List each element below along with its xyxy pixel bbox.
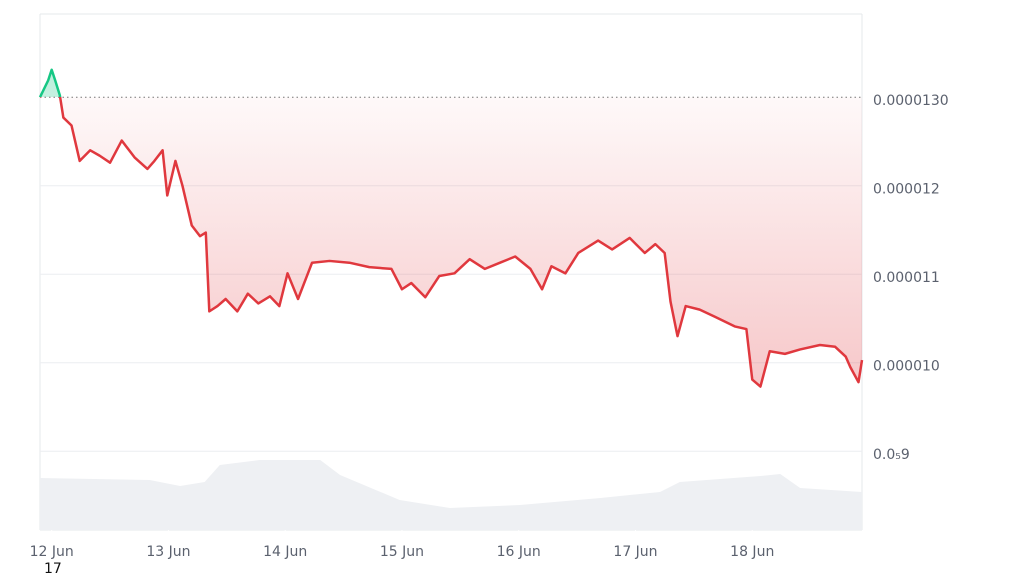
y-tick-label: 0.000010 <box>873 359 940 375</box>
x-tick-label: 17 Jun <box>613 544 657 560</box>
price-fill <box>40 69 862 387</box>
x-tick-label: 14 Jun <box>263 544 307 560</box>
x-tick-label: 16 Jun <box>497 544 541 560</box>
x-tick-label: 12 Jun <box>30 544 74 560</box>
y-tick-label: 0.0000130 <box>873 93 949 109</box>
x-tick-label: 15 Jun <box>380 544 424 560</box>
volume-area <box>40 460 862 530</box>
price-line <box>38 68 864 388</box>
x-tick-label: 13 Jun <box>146 544 190 560</box>
y-tick-label: 0.000011 <box>873 270 940 286</box>
y-tick-label: 0.000012 <box>873 182 940 198</box>
y-tick-label: 0.0₅9 <box>873 447 910 463</box>
x-tick-label: 18 Jun <box>730 544 774 560</box>
footnote: 17 <box>44 561 62 576</box>
